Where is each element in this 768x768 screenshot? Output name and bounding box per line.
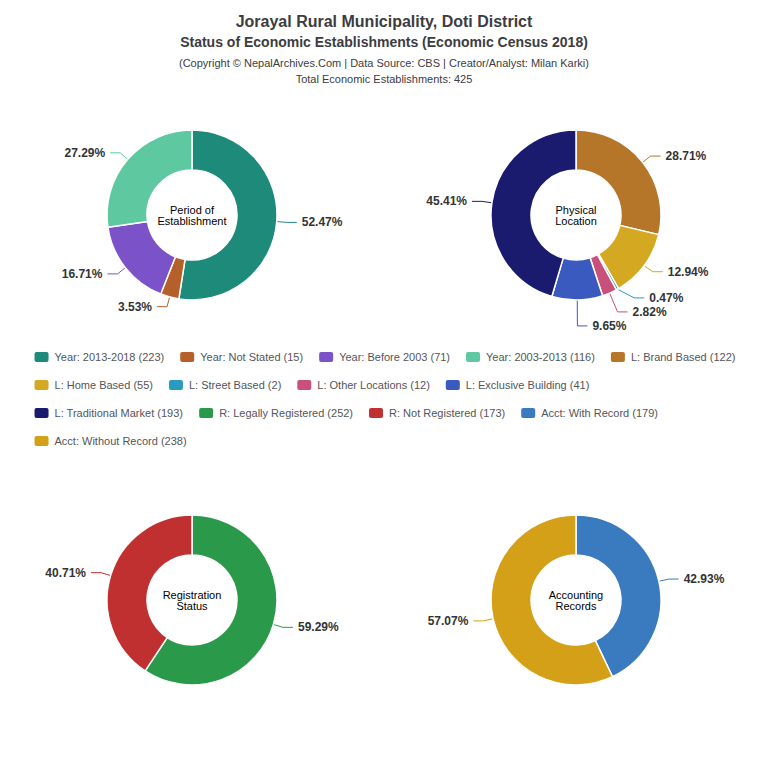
svg-text:L: Street Based (2): L: Street Based (2) [189, 379, 281, 391]
svg-text:Establishment: Establishment [157, 215, 226, 227]
svg-text:57.07%: 57.07% [428, 614, 469, 628]
svg-text:27.29%: 27.29% [64, 146, 105, 160]
svg-text:Year: 2013-2018 (223): Year: 2013-2018 (223) [55, 351, 165, 363]
svg-text:R: Not Registered (173): R: Not Registered (173) [389, 407, 505, 419]
svg-text:Status: Status [176, 600, 208, 612]
svg-text:Year: Not Stated (15): Year: Not Stated (15) [200, 351, 303, 363]
svg-text:Records: Records [556, 600, 597, 612]
svg-text:L: Exclusive Building (41): L: Exclusive Building (41) [466, 379, 590, 391]
svg-text:12.94%: 12.94% [668, 265, 709, 279]
svg-text:Registration: Registration [162, 588, 222, 601]
svg-text:Accounting: Accounting [548, 588, 604, 601]
svg-text:Acct: With Record (179): Acct: With Record (179) [541, 407, 658, 419]
svg-text:R: Legally Registered (252): R: Legally Registered (252) [219, 407, 353, 419]
svg-text:Total Economic Establishments:: Total Economic Establishments: 425 [296, 73, 473, 85]
svg-text:2.82%: 2.82% [633, 305, 667, 319]
svg-text:Acct: Without Record (238): Acct: Without Record (238) [55, 435, 187, 447]
svg-text:59.29%: 59.29% [298, 620, 339, 634]
svg-text:Year: Before 2003 (71): Year: Before 2003 (71) [339, 351, 450, 363]
svg-text:Jorayal Rural Municipality, Do: Jorayal Rural Municipality, Doti Distric… [236, 13, 533, 30]
svg-text:Physical: Physical [555, 203, 597, 216]
svg-text:(Copyright © NepalArchives.Com: (Copyright © NepalArchives.Com | Data So… [179, 57, 589, 69]
svg-text:40.71%: 40.71% [45, 566, 86, 580]
svg-text:L: Home Based (55): L: Home Based (55) [55, 379, 153, 391]
svg-text:Status of Economic Establishme: Status of Economic Establishments (Econo… [180, 34, 588, 50]
svg-text:Period of: Period of [170, 203, 214, 216]
svg-text:Location: Location [555, 215, 597, 227]
svg-text:0.47%: 0.47% [649, 291, 683, 305]
svg-text:Year: 2003-2013 (116): Year: 2003-2013 (116) [486, 351, 595, 363]
svg-text:L: Traditional Market (193): L: Traditional Market (193) [55, 407, 183, 419]
svg-text:28.71%: 28.71% [666, 149, 707, 163]
svg-text:L: Brand Based (122): L: Brand Based (122) [631, 351, 736, 363]
svg-text:L: Other Locations (12): L: Other Locations (12) [317, 379, 430, 391]
svg-text:3.53%: 3.53% [118, 300, 152, 314]
svg-text:52.47%: 52.47% [302, 215, 343, 229]
svg-text:42.93%: 42.93% [684, 572, 725, 586]
svg-text:45.41%: 45.41% [426, 194, 467, 208]
svg-text:9.65%: 9.65% [592, 319, 626, 333]
svg-text:16.71%: 16.71% [62, 267, 103, 281]
